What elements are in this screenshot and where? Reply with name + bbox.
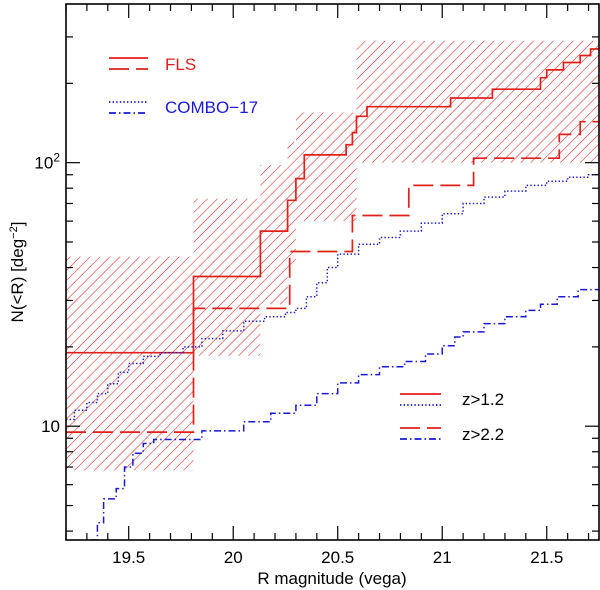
legend-top: FLS COMBO−17 <box>109 55 258 117</box>
y-axis-label-exponent: −2 <box>8 226 20 239</box>
y-tick-labels: 10 102 <box>34 151 60 437</box>
x-tick-label: 21.5 <box>530 548 563 567</box>
series-group <box>66 48 599 540</box>
legend-z22-label: z>2.2 <box>462 425 504 444</box>
plot-frame <box>65 3 600 541</box>
y-tick-label: 102 <box>34 151 60 173</box>
uncertainty-band <box>66 40 599 471</box>
series-line-combo-z22 <box>91 288 599 540</box>
band-segment-3 <box>287 141 296 268</box>
legend-combo-label: COMBO−17 <box>165 98 258 117</box>
series-line-fls-z22 <box>66 120 599 433</box>
band-segment-5 <box>356 40 599 163</box>
legend-bottom: z>1.2 z>2.2 <box>400 390 504 444</box>
x-tick-label: 19.5 <box>112 548 145 567</box>
x-tick-labels: 19.5 20 20.5 21 21.5 <box>112 548 563 567</box>
x-tick-label: 20 <box>224 548 243 567</box>
series-line-fls-z12 <box>66 48 599 354</box>
x-tick-label: 21 <box>433 548 452 567</box>
y-tick-label: 10 <box>41 417 60 436</box>
svg-text:N(<R) [deg−2]: N(<R) [deg−2] <box>8 222 27 323</box>
legend-fls-label: FLS <box>165 55 196 74</box>
y-axis-label-main: N(<R) [deg <box>8 239 27 323</box>
legend-z12-label: z>1.2 <box>462 390 504 409</box>
y-axis-label: N(<R) [deg−2] <box>8 222 27 323</box>
x-tick-label: 20.5 <box>321 548 354 567</box>
band-segment-4 <box>295 112 357 222</box>
series-line-combo-z12 <box>66 173 599 421</box>
y-axis-label-close: ] <box>8 222 27 227</box>
band-segment-2 <box>260 164 288 305</box>
x-axis-label: R magnitude (vega) <box>257 569 406 588</box>
